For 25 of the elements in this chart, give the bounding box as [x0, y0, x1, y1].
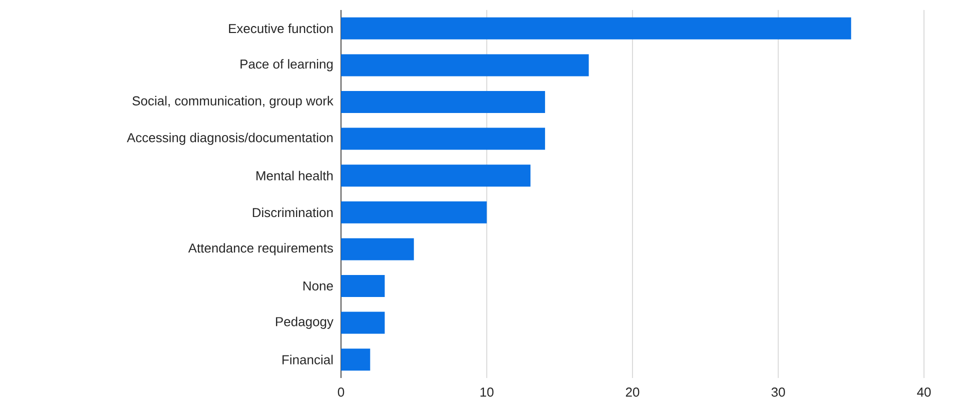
y-tick-label: Executive function	[229, 24, 333, 34]
x-tick-label: 20	[626, 388, 640, 397]
x-tick-label: 30	[772, 388, 785, 397]
bar	[341, 348, 370, 371]
bar	[341, 90, 546, 113]
bar	[341, 238, 414, 260]
bar	[341, 54, 589, 76]
y-tick-label: Financial	[282, 354, 333, 364]
y-tick-label: Accessing diagnosis/documentation	[126, 132, 333, 145]
bar	[341, 274, 385, 297]
bar	[341, 312, 385, 334]
y-tick-label: Pace of learning	[240, 59, 333, 72]
bar	[341, 17, 852, 40]
y-tick-label: Pedagogy	[276, 316, 334, 329]
y-tick-label: Social, communication, group work	[132, 96, 334, 108]
y-tick-label: Discrimination	[252, 208, 333, 218]
x-tick-label: 0	[338, 388, 344, 397]
bar	[341, 164, 530, 187]
bar	[341, 128, 546, 150]
y-tick-label: Attendance requirements	[188, 243, 333, 256]
y-tick-label: None	[303, 281, 333, 291]
bar	[341, 201, 487, 224]
x-tick-label: 40	[917, 388, 931, 397]
y-tick-label: Mental health	[256, 170, 333, 180]
x-tick-label: 10	[480, 388, 494, 397]
